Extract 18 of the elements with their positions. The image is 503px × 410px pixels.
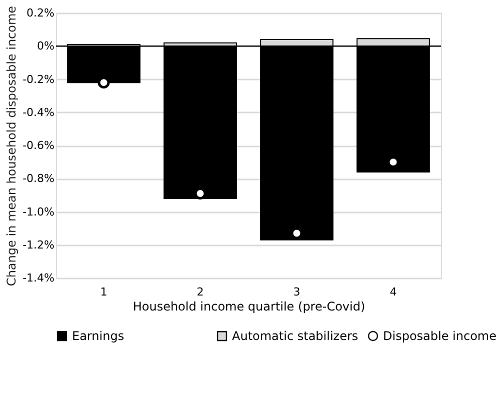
x-tick-label: 2 [196,286,204,298]
x-axis-title: Household income quartile (pre-Covid) [132,300,366,314]
x-tick-label: 4 [390,286,397,298]
y-axis-title: Change in mean household disposable income [4,6,19,286]
y-tick-label: -0.8% [22,172,54,186]
y-tick-label: -1.2% [22,238,54,252]
x-tick-label: 1 [100,286,108,298]
legend-label: Automatic stabilizers [232,329,358,344]
y-tick-label: -1.4% [22,272,54,284]
y-tick-label: -1.0% [22,205,54,218]
y-tick-label: -0.4% [22,106,54,119]
y-tick-label: -0.2% [22,72,54,86]
x-tick-label: 3 [293,286,300,298]
y-tick-label: -0.6% [22,139,54,152]
y-tick-label: 0% [37,40,54,53]
legend-label: Earnings [72,329,124,344]
y-tick-label: 0.2% [26,6,54,20]
legend-label: Disposable income [383,329,496,343]
